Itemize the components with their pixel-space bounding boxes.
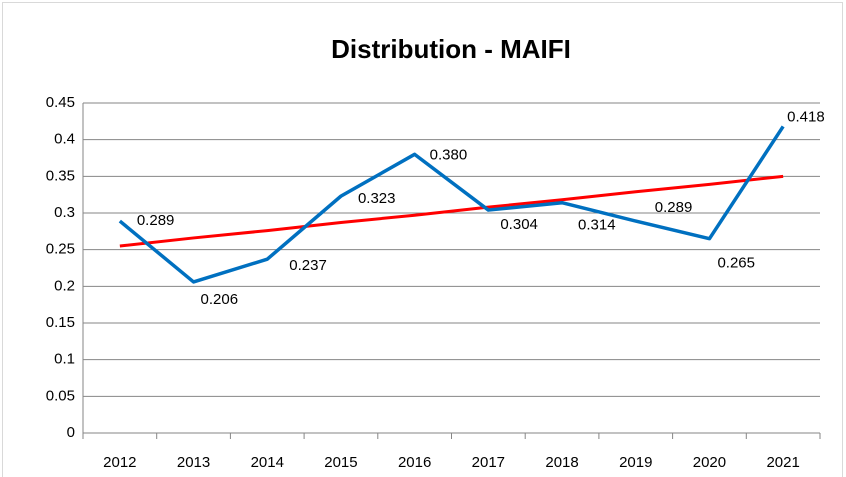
x-tick-label: 2015 xyxy=(324,454,357,471)
chart-title: Distribution - MAIFI xyxy=(331,34,571,64)
y-tick-label: 0.35 xyxy=(46,167,75,184)
y-tick-label: 0.1 xyxy=(54,351,75,368)
y-tick-label: 0.4 xyxy=(54,131,75,148)
data-label: 0.380 xyxy=(430,146,468,163)
data-line xyxy=(118,125,785,284)
data-label: 0.289 xyxy=(655,199,693,216)
x-tick-label: 2017 xyxy=(472,454,505,471)
data-label: 0.418 xyxy=(787,108,825,125)
y-tick-label: 0.25 xyxy=(46,241,75,258)
y-tick-label: 0.3 xyxy=(54,204,75,221)
data-label: 0.323 xyxy=(358,190,396,207)
x-tick-label: 2014 xyxy=(251,454,284,471)
x-tick-label: 2018 xyxy=(545,454,578,471)
data-label: 0.206 xyxy=(201,291,239,308)
y-tick-label: 0.15 xyxy=(46,314,75,331)
y-tick-label: 0.2 xyxy=(54,277,75,294)
data-label: 0.237 xyxy=(289,257,327,274)
y-tick-label: 0.05 xyxy=(46,387,75,404)
data-label: 0.289 xyxy=(137,212,175,229)
x-tick-label: 2019 xyxy=(619,454,652,471)
x-tick-label: 2021 xyxy=(766,454,799,471)
x-tick-label: 2020 xyxy=(693,454,726,471)
data-label: 0.314 xyxy=(578,217,616,234)
y-tick-label: 0.45 xyxy=(46,94,75,111)
y-tick-label: 0 xyxy=(67,424,75,441)
x-tick-label: 2012 xyxy=(103,454,136,471)
x-tick-label: 2016 xyxy=(398,454,431,471)
data-label: 0.304 xyxy=(500,216,538,233)
data-label: 0.265 xyxy=(717,255,755,272)
trend-line xyxy=(119,174,784,248)
x-tick-label: 2013 xyxy=(177,454,210,471)
